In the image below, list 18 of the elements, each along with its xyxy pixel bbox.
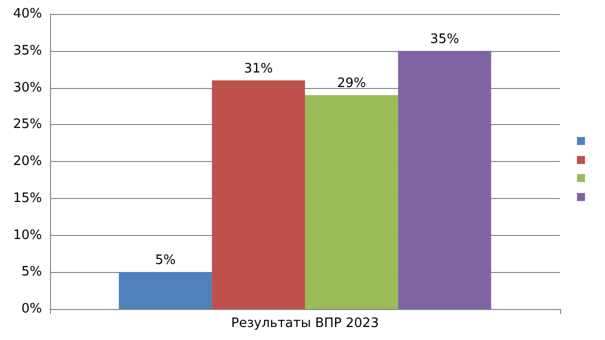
y-tick-label: 15% <box>13 190 42 206</box>
y-tick-label: 10% <box>13 228 42 243</box>
data-label: 29% <box>337 76 366 92</box>
y-tick-label: 20% <box>13 154 42 169</box>
bar <box>305 95 398 309</box>
bar <box>398 50 492 309</box>
data-label: 5% <box>155 253 176 268</box>
bar <box>118 272 212 309</box>
data-label: 35% <box>430 32 460 47</box>
y-tick-label: 5% <box>21 264 42 280</box>
y-tick-label: 0% <box>21 302 42 316</box>
data-label: 31% <box>244 61 273 76</box>
y-tick-label: 30% <box>13 80 42 96</box>
y-tick-label: 40% <box>13 6 42 22</box>
bar <box>212 80 305 309</box>
x-tick-label: Результаты ВПР 2023 <box>231 316 379 331</box>
y-tick-label: 35% <box>13 43 42 58</box>
y-tick-label: 25% <box>13 117 42 132</box>
